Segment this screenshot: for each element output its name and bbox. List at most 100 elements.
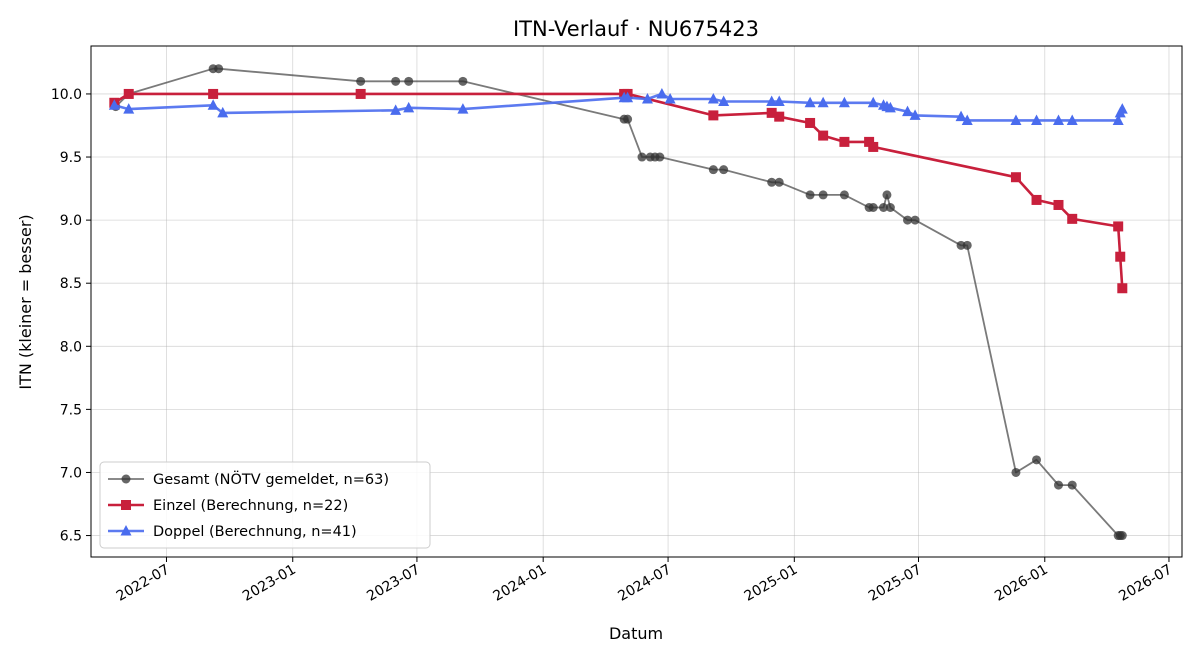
data-point <box>623 114 633 124</box>
data-point <box>1010 114 1022 125</box>
data-point <box>1010 172 1021 183</box>
data-point <box>707 92 719 104</box>
data-point <box>766 107 777 118</box>
data-point <box>718 95 730 107</box>
data-point <box>903 215 913 225</box>
data-point <box>1117 531 1127 541</box>
data-point <box>774 111 785 122</box>
data-point <box>355 88 366 99</box>
data-point <box>708 165 718 175</box>
data-point <box>457 103 469 114</box>
data-point <box>1067 480 1077 490</box>
y-tick-label: 8.5 <box>60 276 82 292</box>
data-point <box>1053 480 1063 490</box>
data-point <box>805 190 815 200</box>
data-point <box>839 190 849 200</box>
data-point <box>656 87 668 99</box>
data-point <box>838 96 850 108</box>
data-point <box>1117 283 1128 294</box>
data-point <box>766 95 778 107</box>
data-point <box>123 103 135 114</box>
y-axis-label: ITN (kleiner = besser) <box>16 214 35 389</box>
data-point <box>391 76 401 86</box>
data-point <box>1067 213 1078 224</box>
data-point <box>818 190 828 200</box>
data-point <box>719 165 729 175</box>
y-tick-label: 6.5 <box>60 529 82 545</box>
plot-frame <box>90 45 1183 558</box>
data-point <box>1031 114 1043 125</box>
data-point <box>839 136 850 147</box>
data-point <box>458 76 468 86</box>
y-tick-label: 9.0 <box>60 213 82 229</box>
data-point <box>1112 114 1124 125</box>
data-point <box>1011 467 1021 477</box>
y-tick-label: 7.0 <box>60 465 82 481</box>
legend-entry: Einzel (Berechnung, n=22) <box>108 498 348 514</box>
series-3 <box>108 87 1128 125</box>
data-point <box>879 203 889 213</box>
x-axis-label: Datum <box>609 624 663 643</box>
data-point <box>867 96 879 108</box>
data-point <box>664 92 676 104</box>
data-point <box>123 88 134 99</box>
data-point <box>622 91 634 103</box>
data-point <box>864 136 875 147</box>
y-tick-label: 7.5 <box>60 402 82 418</box>
data-point <box>882 190 892 200</box>
data-point <box>818 130 829 141</box>
data-point <box>1115 251 1126 262</box>
legend-entry: Gesamt (NÖTV gemeldet, n=63) <box>108 470 389 488</box>
data-point <box>404 76 414 86</box>
data-point <box>708 110 719 121</box>
data-point <box>1116 103 1128 114</box>
y-tick-label: 9.5 <box>60 150 82 166</box>
data-point <box>641 92 653 104</box>
data-point <box>637 152 647 162</box>
data-point <box>1052 114 1064 125</box>
data-point <box>1032 455 1042 465</box>
data-point <box>884 101 896 113</box>
data-point <box>217 106 229 118</box>
legend-label: Doppel (Berechnung, n=41) <box>153 524 357 540</box>
y-tick-label: 10.0 <box>51 87 82 103</box>
data-point <box>767 177 777 187</box>
data-point <box>955 110 967 122</box>
data-point <box>1066 114 1078 125</box>
series-layer <box>108 64 1128 541</box>
data-point <box>208 88 219 99</box>
data-point <box>885 203 895 213</box>
data-point <box>1113 221 1124 232</box>
legend-label: Einzel (Berechnung, n=22) <box>153 498 348 514</box>
chart-title: ITN-Verlauf · NU675423 <box>513 17 759 41</box>
data-point <box>356 76 366 86</box>
data-point <box>403 101 415 113</box>
data-point <box>773 95 785 107</box>
legend-box <box>99 461 431 549</box>
data-point <box>956 240 966 250</box>
data-point <box>961 114 973 125</box>
legend-marker <box>121 474 131 484</box>
data-point <box>962 240 972 250</box>
data-point <box>805 117 816 128</box>
legend-entry: Doppel (Berechnung, n=41) <box>108 524 357 540</box>
data-point <box>909 109 921 120</box>
legend-marker <box>120 525 132 536</box>
legend-marker <box>121 500 131 510</box>
data-point <box>868 141 879 152</box>
y-tick-label: 8.0 <box>60 339 82 355</box>
data-point <box>1031 194 1042 205</box>
data-point <box>108 99 120 110</box>
series-line <box>113 92 1124 122</box>
legend-label: Gesamt (NÖTV gemeldet, n=63) <box>153 470 389 488</box>
data-point <box>214 64 224 74</box>
legend: Gesamt (NÖTV gemeldet, n=63) Einzel (Bere… <box>99 461 431 549</box>
data-point <box>910 215 920 225</box>
data-point <box>774 177 784 187</box>
data-point <box>207 99 219 110</box>
data-point <box>804 96 816 108</box>
data-point <box>390 104 402 115</box>
data-point <box>817 96 829 108</box>
data-point <box>902 105 914 117</box>
